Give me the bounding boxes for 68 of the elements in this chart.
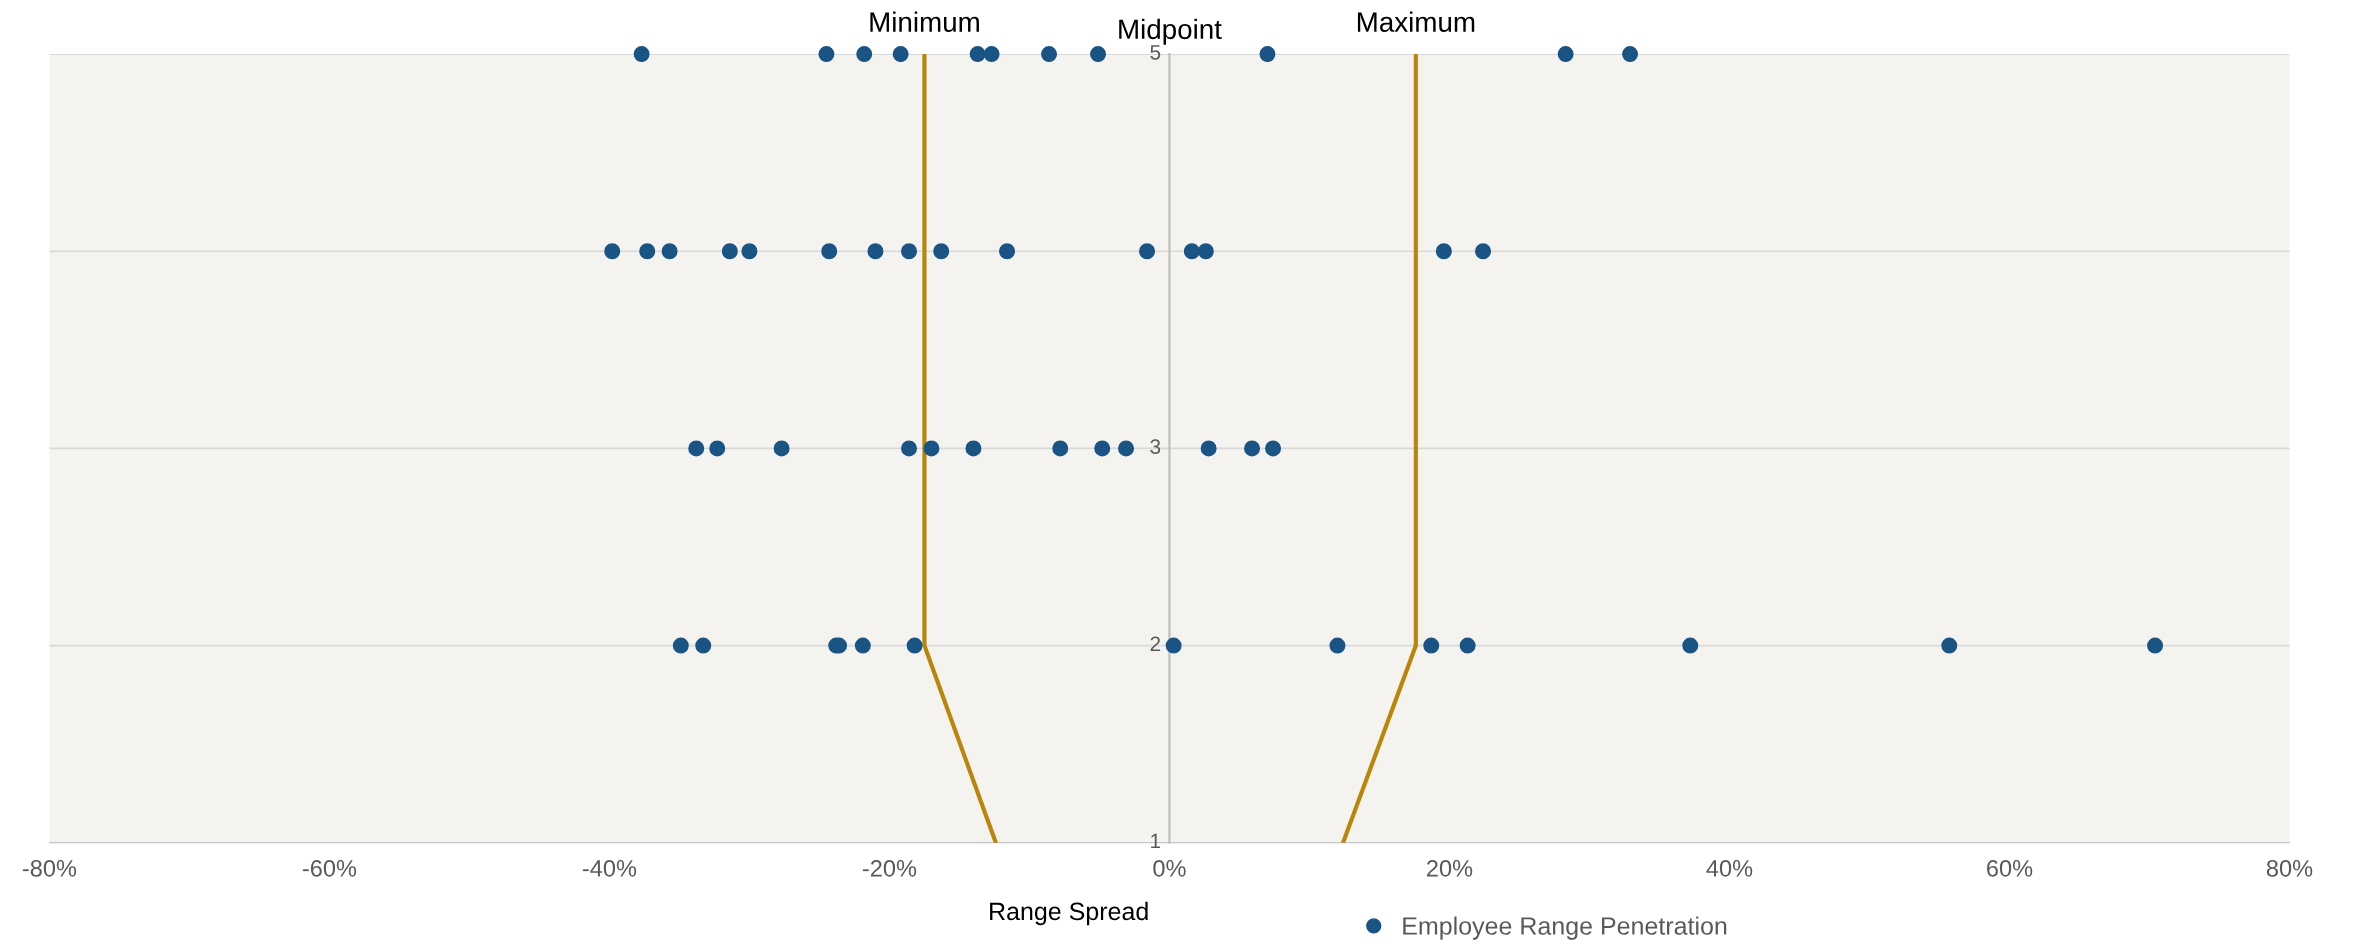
point (1265, 440, 1282, 457)
point (901, 440, 918, 457)
point (1259, 46, 1276, 63)
x-axis-title: Range Spread (990, 901, 1148, 926)
point (1244, 440, 1261, 457)
point (983, 46, 1000, 63)
y-axis-title: Midpoint (1119, 18, 1222, 45)
point (933, 243, 950, 260)
point (633, 46, 650, 63)
point (821, 243, 838, 260)
point (901, 243, 918, 260)
x-tick-label: -40% (582, 860, 637, 877)
point (854, 637, 871, 654)
point (1041, 46, 1058, 63)
point (2147, 637, 2164, 654)
point (1329, 637, 1346, 654)
y-tick-label: 3 (1150, 439, 1161, 454)
point (818, 46, 835, 63)
point (923, 440, 940, 457)
point (604, 243, 621, 260)
point (856, 46, 873, 63)
point (1197, 243, 1214, 260)
point (1139, 243, 1156, 260)
point (867, 243, 884, 260)
line-series (1340, 54, 1418, 843)
point (661, 243, 678, 260)
point (1090, 46, 1107, 63)
legend-label: Employee Range Penetration (1403, 916, 1727, 940)
x-tick-label: 20% (1427, 860, 1473, 877)
y-tick-label: 1 (1151, 833, 1161, 849)
point (1094, 440, 1111, 457)
x-tick-label: 0% (1153, 860, 1186, 877)
point (892, 46, 909, 63)
point (965, 440, 982, 457)
y-tick-label: 5 (1150, 45, 1161, 60)
point (688, 440, 705, 457)
point (639, 243, 656, 260)
point (709, 440, 726, 457)
point (1183, 243, 1200, 260)
point (773, 440, 790, 457)
point (1459, 637, 1476, 654)
x-tick-label: 60% (1987, 860, 2033, 877)
x-tick-label: -20% (862, 860, 917, 877)
point (1941, 637, 1958, 654)
x-tick-label: 40% (1706, 860, 1753, 877)
point (1475, 243, 1492, 260)
series-label: Maximum (1357, 11, 1475, 32)
point (1118, 440, 1135, 457)
point (1165, 637, 1182, 654)
point (1622, 46, 1639, 63)
point (999, 243, 1016, 260)
point (1200, 440, 1217, 457)
point (741, 243, 758, 260)
point (672, 637, 689, 654)
point (695, 637, 712, 654)
point (1423, 637, 1440, 654)
x-tick-label: 80% (2266, 860, 2313, 877)
point (1052, 440, 1069, 457)
series-label: Minimum (870, 11, 979, 32)
y-tick-label: 2 (1150, 636, 1161, 651)
x-tick-label: -60% (302, 860, 357, 877)
x-tick-label: -80% (22, 860, 77, 877)
point (906, 637, 923, 654)
point (1557, 46, 1574, 63)
point (1682, 637, 1699, 654)
point (1435, 243, 1452, 260)
point (969, 46, 986, 63)
point (721, 243, 738, 260)
